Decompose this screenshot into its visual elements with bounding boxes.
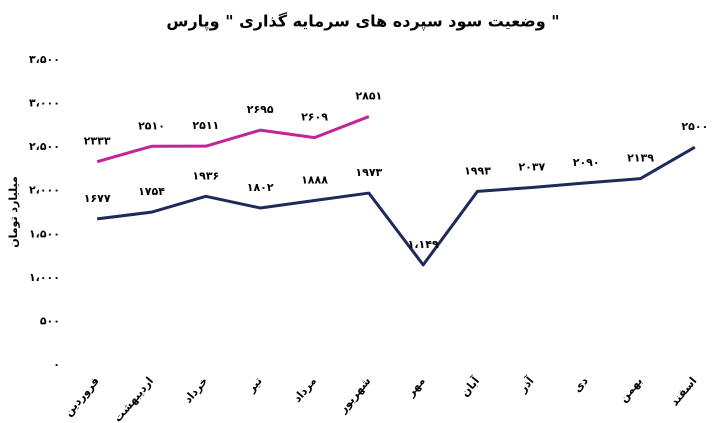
data-label: ۱۶۷۷ — [84, 192, 111, 205]
x-tick-label: آذر — [515, 374, 537, 396]
x-tick-label: بهمن — [617, 375, 645, 405]
data-label: ۱۸۰۲ — [247, 181, 274, 194]
series-line — [96, 145, 696, 267]
data-label: ۱۹۷۳ — [355, 166, 382, 179]
y-tick-label: ۲،۰۰۰ — [29, 184, 60, 197]
x-tick-label: دی — [571, 374, 591, 395]
y-tick-label: ۱،۵۰۰ — [29, 227, 60, 240]
y-axis-label: میلیارد تومان — [7, 176, 20, 248]
y-tick-label: ۳،۵۰۰ — [29, 53, 60, 66]
data-label: ۱۸۸۸ — [301, 173, 328, 186]
x-tick-label: تیر — [244, 375, 265, 396]
x-tick-label: شهریور — [336, 375, 374, 417]
data-label: ۲۱۳۹ — [627, 152, 654, 165]
data-label: ۲۳۳۳ — [84, 135, 111, 148]
x-tick-label: فروردین — [62, 375, 102, 419]
data-label: ۱۹۳۶ — [192, 169, 219, 182]
data-label: ۲۵۱۱ — [192, 119, 219, 132]
data-label: ۲۵۱۰ — [138, 119, 165, 132]
data-label: ۲۰۹۰ — [573, 156, 600, 169]
data-label: ۲۵۰۰ — [681, 120, 708, 133]
x-tick-label: اسفند — [668, 375, 699, 409]
data-label: ۱۹۹۳ — [464, 164, 491, 177]
x-tick-label: آبان — [458, 374, 483, 400]
x-tick-label: مرداد — [291, 375, 319, 405]
data-label: ۱۷۵۴ — [138, 185, 165, 198]
chart-title: وضعیت سود سپرده های سرمایه گذاری " وپارس… — [166, 12, 559, 32]
y-tick-label: ۱،۰۰۰ — [29, 271, 60, 284]
data-label: ۱،۱۴۹ — [408, 238, 439, 251]
series-line — [96, 115, 370, 164]
data-label: ۲۸۵۱ — [355, 90, 382, 103]
y-tick-label: ۳،۰۰۰ — [29, 97, 60, 110]
x-tick-label: اردیبهشت — [111, 375, 156, 423]
x-tick-label: خرداد — [181, 375, 210, 406]
data-label: ۲۰۳۷ — [518, 160, 545, 173]
data-label: ۲۶۰۹ — [301, 111, 328, 124]
x-tick-label: مهر — [404, 375, 428, 400]
y-tick-label: ۰ — [53, 358, 60, 371]
y-tick-label: ۵۰۰ — [40, 314, 60, 327]
y-tick-label: ۲،۵۰۰ — [29, 140, 60, 153]
data-label: ۲۶۹۵ — [247, 103, 274, 116]
